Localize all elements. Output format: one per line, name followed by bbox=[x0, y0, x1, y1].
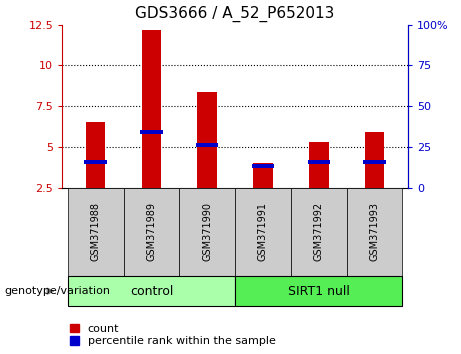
Bar bbox=[347, 188, 402, 276]
Bar bbox=[235, 188, 291, 276]
Bar bbox=[253, 163, 273, 188]
Bar bbox=[291, 188, 347, 276]
Text: GSM371988: GSM371988 bbox=[91, 202, 100, 261]
Bar bbox=[309, 142, 329, 188]
Bar bbox=[68, 276, 235, 306]
Text: GSM371991: GSM371991 bbox=[258, 202, 268, 261]
Bar bbox=[142, 30, 161, 188]
Title: GDS3666 / A_52_P652013: GDS3666 / A_52_P652013 bbox=[136, 6, 335, 22]
Bar bbox=[124, 188, 179, 276]
Bar bbox=[235, 276, 402, 306]
Text: GSM371993: GSM371993 bbox=[370, 202, 379, 261]
Legend: count, percentile rank within the sample: count, percentile rank within the sample bbox=[68, 321, 278, 348]
Bar bbox=[140, 130, 163, 134]
Bar bbox=[363, 160, 386, 164]
Text: control: control bbox=[130, 285, 173, 298]
Text: GSM371992: GSM371992 bbox=[314, 202, 324, 262]
Text: GSM371989: GSM371989 bbox=[147, 202, 156, 261]
Text: SIRT1 null: SIRT1 null bbox=[288, 285, 350, 298]
Bar bbox=[179, 188, 235, 276]
Bar bbox=[252, 164, 274, 169]
Bar bbox=[86, 122, 106, 188]
Text: genotype/variation: genotype/variation bbox=[5, 286, 111, 296]
Bar bbox=[84, 160, 107, 164]
Bar bbox=[307, 160, 330, 164]
Text: GSM371990: GSM371990 bbox=[202, 202, 212, 261]
Bar bbox=[68, 188, 124, 276]
Bar bbox=[196, 143, 219, 147]
Bar bbox=[197, 92, 217, 188]
Bar bbox=[365, 132, 384, 188]
